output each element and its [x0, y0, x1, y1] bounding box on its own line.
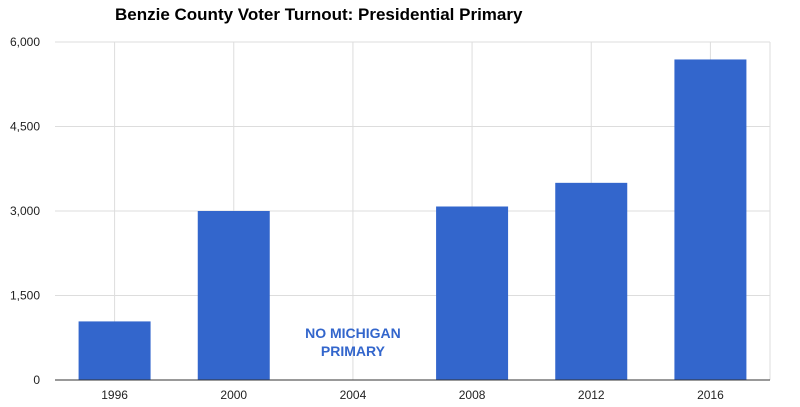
- bar: [197, 211, 270, 380]
- annotation-text: NO MICHIGAN: [305, 325, 401, 341]
- x-tick-label: 2016: [697, 388, 724, 402]
- x-tick-label: 1996: [101, 388, 128, 402]
- x-tick-label: 2008: [459, 388, 486, 402]
- y-tick-label: 3,000: [10, 204, 40, 218]
- x-tick-label: 2000: [220, 388, 247, 402]
- bar: [436, 206, 509, 380]
- axes: 0 1,500 3,000 4,500 6,000 1996 2000 2004 2008 201…: [10, 35, 770, 402]
- chart-title: Benzie County Voter Turnout: Presidentia…: [115, 5, 523, 24]
- x-tick-label: 2004: [340, 388, 367, 402]
- y-tick-label: 6,000: [10, 35, 40, 49]
- bar: [674, 59, 747, 381]
- annotation-text: PRIMARY: [321, 343, 386, 359]
- bar: [78, 321, 151, 380]
- gridlines: [55, 41, 771, 380]
- annotations: NO MICHIGAN PRIMARY: [305, 325, 401, 359]
- bars: [78, 59, 747, 381]
- y-tick-label: 0: [33, 373, 40, 387]
- y-tick-label: 4,500: [10, 120, 40, 134]
- x-tick-label: 2012: [578, 388, 605, 402]
- bar: [555, 182, 628, 380]
- y-tick-label: 1,500: [10, 289, 40, 303]
